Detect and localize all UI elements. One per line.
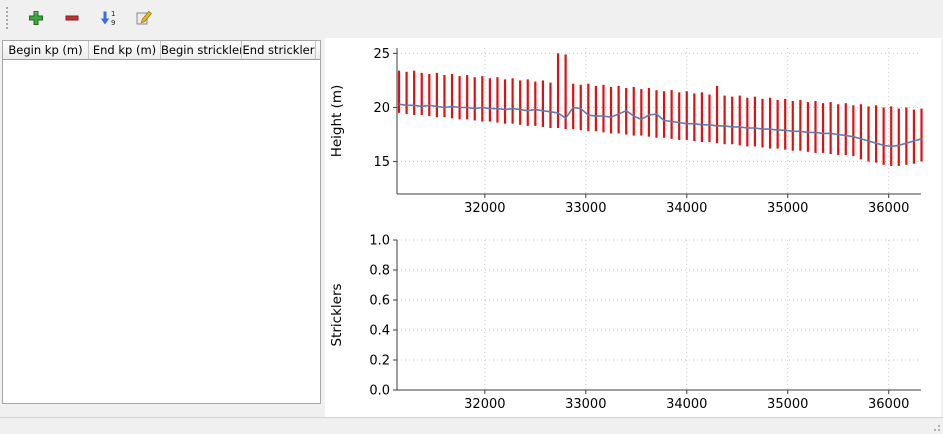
svg-text:0.6: 0.6 — [369, 294, 390, 309]
svg-text:15: 15 — [373, 155, 390, 170]
svg-text:9: 9 — [111, 19, 115, 27]
sort-button[interactable]: 1 9 — [94, 5, 122, 31]
toolbar-handle[interactable] — [6, 7, 12, 29]
svg-text:1: 1 — [111, 10, 115, 18]
table-body[interactable] — [3, 60, 320, 403]
stricklers-chart: 32000 33000 34000 35000 36000 0.0 0.2 0.4 0.6 0.8… — [329, 234, 921, 412]
column-header-begin-kp[interactable]: Begin kp (m) — [3, 41, 89, 60]
sections-table: Begin kp (m) End kp (m) Begin strickler … — [2, 40, 321, 404]
svg-text:Stricklers: Stricklers — [329, 283, 345, 346]
edit-button[interactable] — [130, 5, 158, 31]
edit-pencil-icon — [136, 10, 152, 25]
column-header-end-kp[interactable]: End kp (m) — [89, 41, 161, 60]
column-header-begin-strickler[interactable]: Begin strickler — [161, 41, 242, 60]
svg-text:33000: 33000 — [565, 397, 606, 412]
svg-text:36000: 36000 — [868, 397, 909, 412]
remove-minus-icon — [65, 15, 79, 21]
sort-numeric-icon: 1 9 — [100, 10, 115, 27]
svg-text:34000: 34000 — [666, 397, 707, 412]
svg-text:32000: 32000 — [464, 397, 505, 412]
status-bar — [0, 417, 943, 434]
svg-text:34000: 34000 — [666, 201, 707, 216]
column-header-end-strickler[interactable]: End strickler — [242, 41, 316, 60]
toolbar: 1 9 — [0, 0, 943, 36]
svg-text:25: 25 — [373, 47, 390, 62]
add-plus-icon — [29, 11, 43, 25]
height-chart: 32000 33000 34000 35000 36000 15 20 25 Height (m… — [329, 47, 923, 216]
svg-text:32000: 32000 — [464, 201, 505, 216]
svg-text:35000: 35000 — [767, 397, 808, 412]
remove-row-button[interactable] — [58, 5, 86, 31]
svg-text:0.2: 0.2 — [369, 354, 390, 369]
svg-text:0.8: 0.8 — [369, 264, 390, 279]
resize-grip[interactable] — [930, 421, 940, 431]
svg-text:36000: 36000 — [868, 201, 909, 216]
svg-text:33000: 33000 — [565, 201, 606, 216]
svg-text:35000: 35000 — [767, 201, 808, 216]
svg-text:1.0: 1.0 — [369, 234, 390, 249]
plots-panel: 32000 33000 34000 35000 36000 15 20 25 Height (m… — [325, 38, 941, 417]
table-header: Begin kp (m) End kp (m) Begin strickler … — [3, 41, 320, 60]
svg-text:0.4: 0.4 — [369, 324, 390, 339]
column-header-filler — [316, 41, 320, 60]
svg-text:20: 20 — [373, 101, 390, 116]
svg-text:Height (m): Height (m) — [329, 85, 345, 158]
add-row-button[interactable] — [22, 5, 50, 31]
svg-text:0.0: 0.0 — [369, 384, 390, 399]
